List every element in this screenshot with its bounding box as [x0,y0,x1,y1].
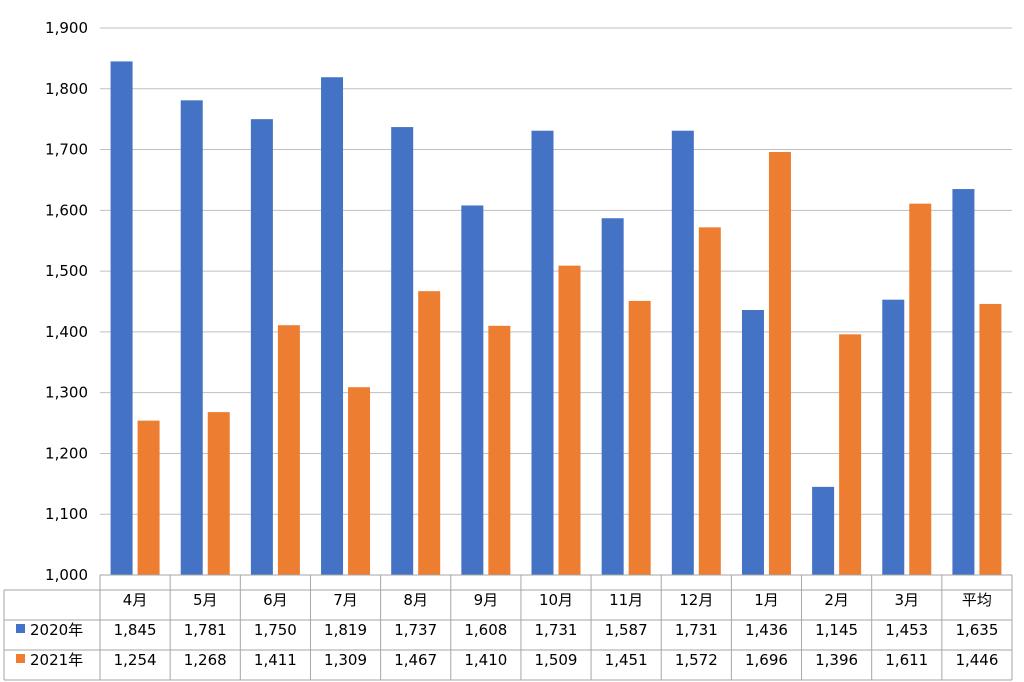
bar-series2 [137,420,160,575]
data-label: 1,467 [394,651,437,669]
bar-series1 [391,127,414,575]
data-label: 1,309 [324,651,367,669]
bar-series1 [741,310,764,575]
data-label: 1,737 [394,621,437,639]
data-label: 1,446 [955,651,998,669]
data-label: 1,268 [184,651,227,669]
bar-series2 [418,291,441,575]
bar-series2 [558,265,581,575]
y-axis: 1,000 1,100 1,200 1,300 1,400 1,500 1,600 1,700… [45,19,88,584]
data-label: 1,254 [114,651,157,669]
legend-label: 2020年 [30,621,83,639]
category-label: 5月 [193,591,218,609]
y-tick-label: 1,800 [45,80,88,98]
category-label: 3月 [894,591,919,609]
bar-series2 [488,325,511,575]
legend-key [16,624,25,633]
data-label: 1,451 [605,651,648,669]
data-label: 1,611 [885,651,928,669]
y-tick-label: 1,500 [45,262,88,280]
category-label: 11月 [609,591,643,609]
category-label: 7月 [333,591,358,609]
data-label: 1,396 [815,651,858,669]
data-label: 1,750 [254,621,297,639]
y-tick-label: 1,300 [45,384,88,402]
bars [110,61,1002,576]
data-label: 1,696 [745,651,788,669]
data-label: 1,819 [324,621,367,639]
bar-series2 [628,300,651,575]
gridlines [100,27,1012,515]
bar-series1 [180,100,203,575]
y-tick-label: 1,600 [45,201,88,219]
bar-series2 [979,303,1002,575]
bar-series2 [909,203,932,576]
category-label: 8月 [403,591,428,609]
category-label: 平均 [962,591,992,609]
data-label: 1,572 [675,651,718,669]
y-tick-label: 1,900 [45,19,88,37]
data-table: 4月 5月 6月 7月 8月 9月 10月 11月 12月 1月 2月 3月 平均 2020年 1,845 1… [3,574,1013,681]
category-label: 4月 [123,591,148,609]
bar-series1 [952,189,975,576]
bar-series1 [601,218,624,576]
y-tick-label: 1,700 [45,141,88,159]
data-label: 1,781 [184,621,227,639]
data-label: 1,608 [464,621,507,639]
bar-series1 [321,77,344,575]
data-label: 1,587 [605,621,648,639]
data-label: 1,635 [955,621,998,639]
bar-series2 [839,334,862,575]
category-label: 10月 [539,591,573,609]
data-label: 1,845 [114,621,157,639]
data-label: 1,436 [745,621,788,639]
legend-key [16,654,25,663]
data-label: 1,509 [535,651,578,669]
category-label: 6月 [263,591,288,609]
data-label: 1,453 [885,621,928,639]
data-label: 1,411 [254,651,297,669]
bar-series2 [698,227,721,575]
bar-series2 [277,325,300,575]
category-label: 1月 [754,591,779,609]
bar-series1 [812,486,835,575]
bar-series1 [250,119,273,576]
bar-series2 [348,387,371,575]
bar-series2 [768,151,791,575]
data-label: 1,731 [675,621,718,639]
category-label: 2月 [824,591,849,609]
bar-series1 [671,130,694,575]
bar-series1 [461,205,484,575]
bar-series1 [110,61,133,575]
legend-label: 2021年 [30,651,83,669]
category-label: 12月 [679,591,713,609]
data-label: 1,731 [535,621,578,639]
data-label: 1,410 [464,651,507,669]
y-tick-label: 1,000 [45,566,88,584]
category-label: 9月 [474,591,499,609]
bar-series1 [531,130,554,575]
y-tick-label: 1,100 [45,505,88,523]
y-tick-label: 1,200 [45,444,88,462]
data-label: 1,145 [815,621,858,639]
bar-series2 [207,412,230,575]
y-tick-label: 1,400 [45,323,88,341]
bar-series1 [882,299,905,575]
